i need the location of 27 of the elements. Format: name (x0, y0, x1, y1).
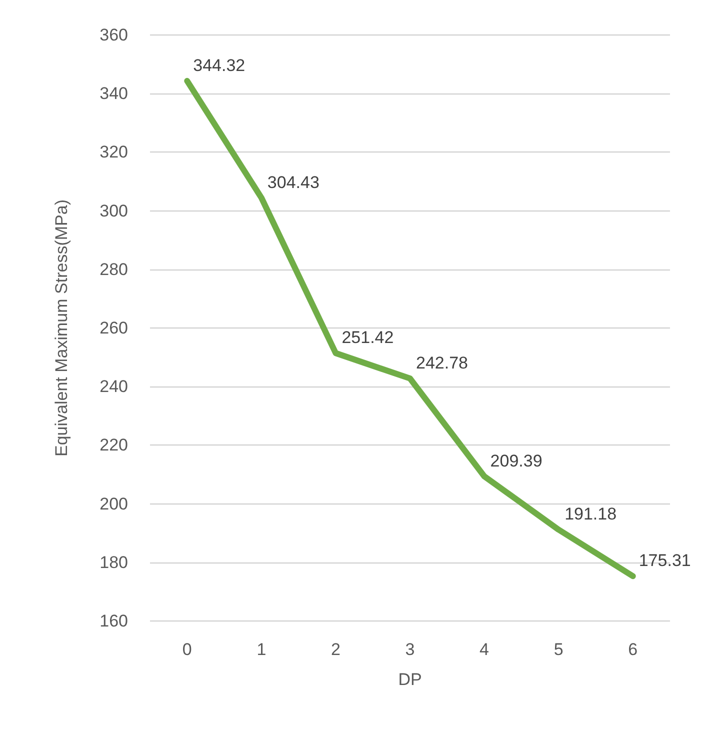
x-tick-label: 6 (628, 640, 638, 659)
x-tick-label: 4 (480, 640, 490, 659)
data-label: 209.39 (490, 451, 542, 470)
data-label: 242.78 (416, 353, 468, 372)
x-axis-title: DP (398, 670, 422, 689)
y-tick-label: 200 (100, 494, 128, 514)
data-label: 175.31 (638, 551, 691, 570)
y-tick-label: 180 (100, 552, 128, 572)
x-tick-label: 3 (405, 640, 415, 659)
x-tick-label: 5 (554, 640, 564, 659)
y-tick-label: 320 (100, 142, 128, 162)
data-label: 251.42 (342, 328, 394, 348)
y-tick-label: 160 (100, 612, 128, 630)
data-label: 191.18 (564, 504, 617, 524)
x-tick-label: 2 (330, 640, 340, 659)
y-tick-label: 240 (100, 377, 128, 396)
y-tick-label: 360 (100, 26, 128, 44)
y-axis-title: Equivalent Maximum Stress(MPa) (52, 200, 71, 456)
y-tick-label: 260 (100, 318, 128, 338)
y-tick-label: 340 (100, 84, 128, 104)
data-label: 304.43 (267, 172, 320, 192)
x-tick-label: 1 (256, 640, 266, 659)
y-tick-label: 280 (100, 260, 128, 279)
y-tick-label: 300 (100, 201, 128, 220)
x-tick-label: 0 (182, 640, 192, 659)
data-label: 344.32 (193, 56, 246, 75)
y-tick-label: 220 (100, 436, 128, 455)
